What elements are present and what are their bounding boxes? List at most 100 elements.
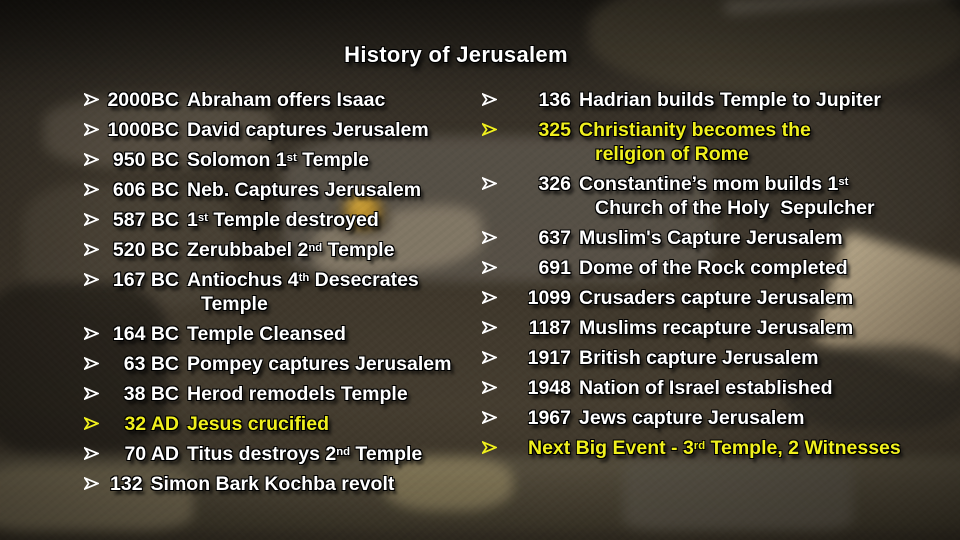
event-year: 637 <box>538 227 571 249</box>
bullet-arrow-icon <box>84 123 99 136</box>
timeline-item: 950 BC Solomon 1st Temple <box>84 148 484 172</box>
timeline-item: 63 BC Pompey captures Jerusalem <box>84 352 484 376</box>
photo-region-terrain <box>683 103 953 253</box>
event-text: Next Big Event - 3rd Temple, 2 Witnesses <box>528 437 901 459</box>
bullet-arrow-icon <box>482 291 497 304</box>
bullet-arrow-icon <box>84 477 99 490</box>
event-text: Herod remodels Temple <box>187 383 408 405</box>
event-text: Simon Bark Kochba revolt <box>150 473 395 495</box>
timeline-item: 325 Christianity becomes the religion of … <box>482 118 960 166</box>
bullet-arrow-icon <box>84 183 99 196</box>
event-year: 606 BC <box>112 179 179 201</box>
timeline-item: 606 BC Neb. Captures Jerusalem <box>84 178 484 202</box>
timeline-item: Next Big Event - 3rd Temple, 2 Witnesses <box>482 436 960 460</box>
event-text: Zerubbabel 2nd Temple <box>187 239 395 261</box>
timeline-item: 691 Dome of the Rock completed <box>482 256 960 280</box>
event-text: Constantine’s mom builds 1st Church of t… <box>579 173 875 219</box>
slide-title: History of Jerusalem <box>344 42 568 67</box>
bullet-arrow-icon <box>482 441 497 454</box>
photo-region-courtyard <box>623 456 853 531</box>
bullet-arrow-icon <box>482 231 497 244</box>
timeline-item: 32 AD Jesus crucified <box>84 412 484 436</box>
photo-region-building-shadow <box>783 346 960 431</box>
timeline-item: 167 BC Antiochus 4th Desecrates Temple <box>84 268 484 316</box>
photo-region-buildings <box>43 96 273 168</box>
event-text: Nation of Israel established <box>579 377 833 399</box>
bullet-arrow-icon <box>482 381 497 394</box>
event-year: 587 BC <box>112 209 179 231</box>
event-text: Antiochus 4th Desecrates Temple <box>187 269 419 315</box>
event-text: Titus destroys 2nd Temple <box>187 443 423 465</box>
event-year: 63 BC <box>123 353 179 375</box>
bullet-arrow-icon <box>84 357 99 370</box>
event-text: Pompey captures Jerusalem <box>187 353 452 375</box>
bullet-arrow-icon <box>84 417 99 430</box>
photo-region-dark-rubble <box>0 283 168 453</box>
bullet-arrow-icon <box>482 123 497 136</box>
event-year: 164 BC <box>112 323 179 345</box>
bullet-arrow-icon <box>84 153 99 166</box>
event-year: 1000BC <box>107 119 179 141</box>
event-year: 1099 <box>527 287 571 309</box>
event-text: Crusaders capture Jerusalem <box>579 287 854 309</box>
timeline-item: 136 Hadrian builds Temple to Jupiter <box>482 88 960 112</box>
bullet-arrow-icon <box>84 273 99 286</box>
event-text: Solomon 1st Temple <box>187 149 369 171</box>
timeline-item: 132 Simon Bark Kochba revolt <box>84 472 484 496</box>
timeline-column-right: 136 Hadrian builds Temple to Jupiter 325 Ch… <box>482 88 960 466</box>
event-text: Neb. Captures Jerusalem <box>187 179 422 201</box>
timeline-item: 1967 Jews capture Jerusalem <box>482 406 960 430</box>
timeline-item: 520 BC Zerubbabel 2nd Temple <box>84 238 484 262</box>
timeline-item: 637 Muslim's Capture Jerusalem <box>482 226 960 250</box>
bullet-arrow-icon <box>482 321 497 334</box>
timeline-item: 1187 Muslims recapture Jerusalem <box>482 316 960 340</box>
timeline-item: 1099 Crusaders capture Jerusalem <box>482 286 960 310</box>
event-text: Muslims recapture Jerusalem <box>579 317 854 339</box>
event-year: 325 <box>538 119 571 141</box>
timeline-column-left: 2000BC Abraham offers Isaac 1000BC David ca… <box>84 88 484 502</box>
bullet-arrow-icon <box>84 213 99 226</box>
bullet-arrow-icon <box>482 93 497 106</box>
bullet-arrow-icon <box>84 243 99 256</box>
event-text: Jesus crucified <box>187 413 329 435</box>
event-text: Jews capture Jerusalem <box>579 407 805 429</box>
event-year: 1948 <box>527 377 571 399</box>
event-year: 32 AD <box>124 413 179 435</box>
timeline-item: 326 Constantine’s mom builds 1st Church o… <box>482 172 960 220</box>
event-year: 136 <box>538 89 571 111</box>
event-year: 1187 <box>528 317 571 339</box>
event-text: Christianity becomes the religion of Rom… <box>579 119 811 165</box>
event-text: Hadrian builds Temple to Jupiter <box>579 89 881 111</box>
timeline-item: 2000BC Abraham offers Isaac <box>84 88 484 112</box>
bullet-arrow-icon <box>84 447 99 460</box>
event-year: 691 <box>538 257 571 279</box>
event-text: Abraham offers Isaac <box>187 89 386 111</box>
dome-of-the-rock <box>345 192 381 228</box>
bullet-arrow-icon <box>84 327 99 340</box>
event-text: British capture Jerusalem <box>579 347 819 369</box>
event-year: 1917 <box>527 347 571 369</box>
bullet-arrow-icon <box>482 261 497 274</box>
event-year: 950 BC <box>112 149 179 171</box>
timeline-item: 1917 British capture Jerusalem <box>482 346 960 370</box>
event-year: 38 BC <box>123 383 179 405</box>
event-text: 1st Temple destroyed <box>187 209 379 231</box>
timeline-item: 38 BC Herod remodels Temple <box>84 382 484 406</box>
event-year: 326 <box>538 173 571 195</box>
bullet-arrow-icon <box>482 351 497 364</box>
timeline-item: 1948 Nation of Israel established <box>482 376 960 400</box>
timeline-item: 587 BC 1st Temple destroyed <box>84 208 484 232</box>
event-year: 167 BC <box>112 269 179 291</box>
timeline-item: 164 BC Temple Cleansed <box>84 322 484 346</box>
photo-region-bottom-light <box>383 456 513 511</box>
bullet-arrow-icon <box>482 411 497 424</box>
event-text: Temple Cleansed <box>187 323 346 345</box>
event-year: 132 <box>110 473 143 495</box>
bullet-arrow-icon <box>482 177 497 190</box>
event-year: 70 AD <box>124 443 179 465</box>
bullet-arrow-icon <box>84 93 99 106</box>
event-year: 2000BC <box>107 89 179 111</box>
